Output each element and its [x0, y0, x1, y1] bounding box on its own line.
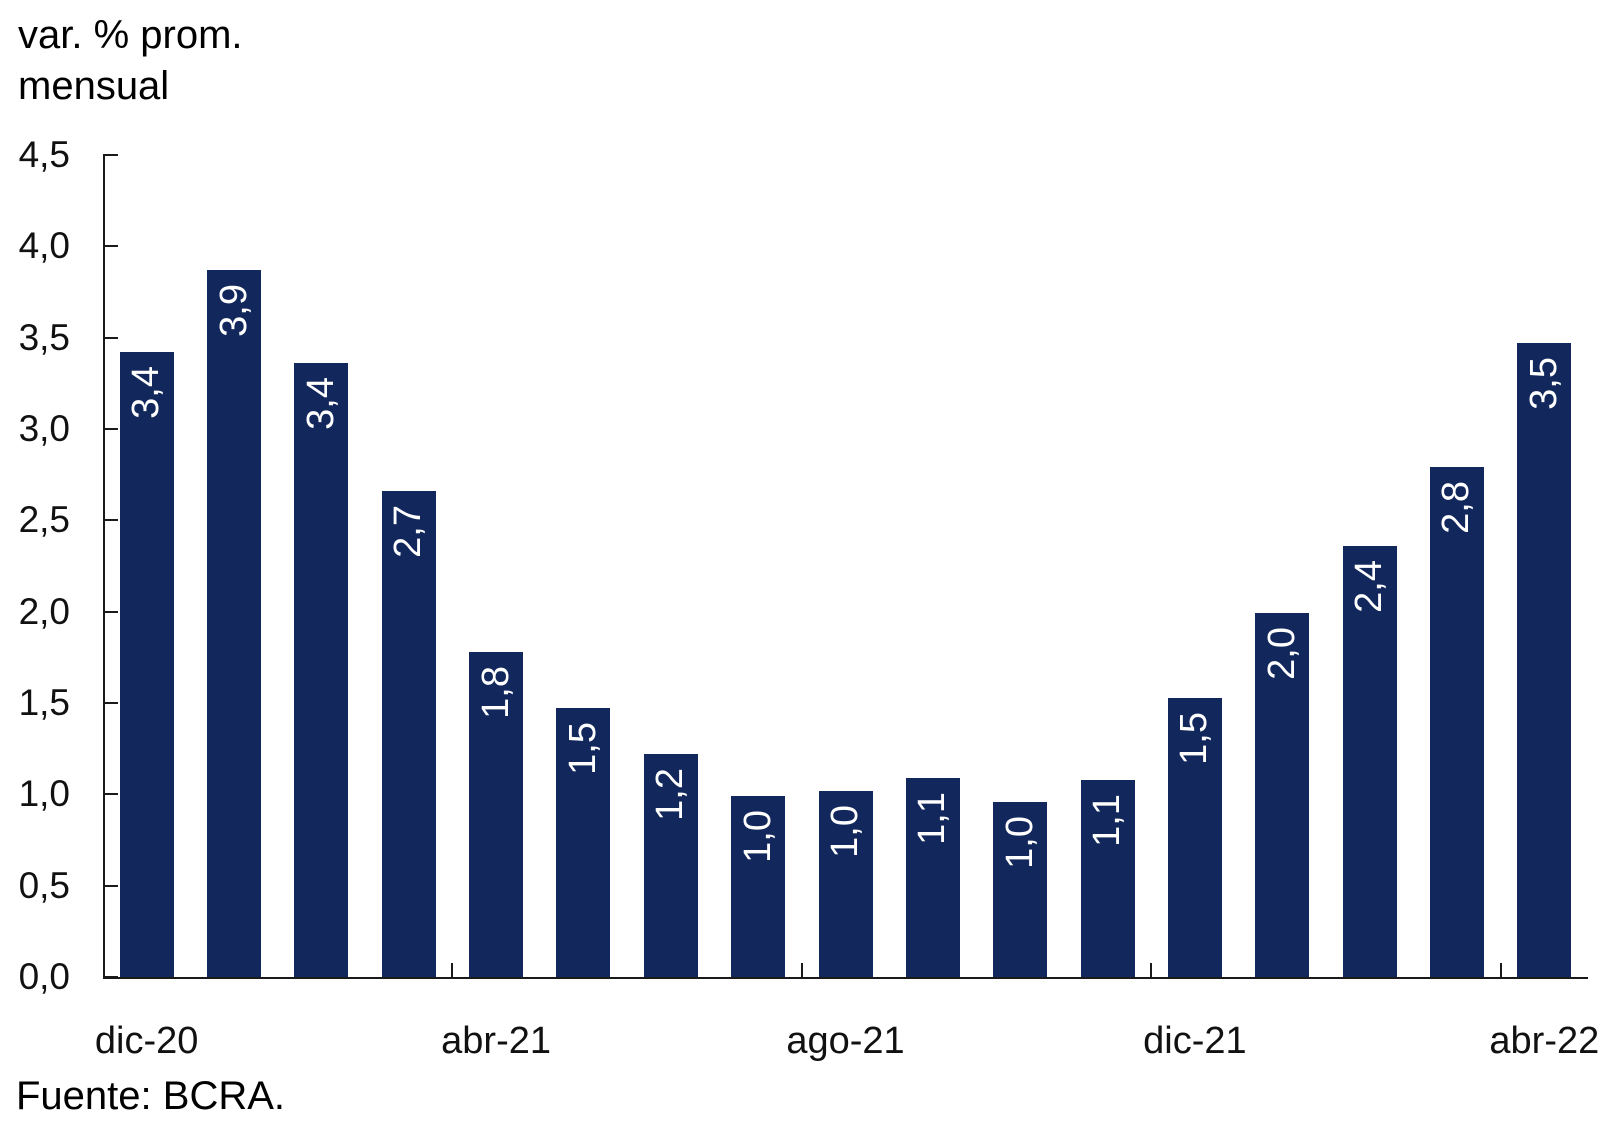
y-axis-tick	[105, 702, 118, 704]
y-axis-tick-label: 1,5	[18, 682, 70, 723]
bar-value-label: 1,0	[824, 804, 866, 858]
y-axis-tick-label: 2,0	[18, 590, 70, 632]
y-axis-tick	[105, 884, 118, 887]
bar: 2,8	[1429, 467, 1484, 977]
y-axis-tick-label: 0,5	[18, 864, 70, 906]
bar-value-label: 3,9	[212, 284, 255, 337]
y-axis-tick-label: 2,5	[18, 499, 70, 541]
y-axis-tick-label: 4,0	[18, 225, 70, 267]
bar-value-label: 3,5	[1522, 357, 1565, 410]
source-note: Fuente: BCRA.	[16, 1074, 286, 1118]
bar: 1,5	[1167, 697, 1222, 977]
x-axis-tick-label: abr-21	[441, 1020, 551, 1062]
y-axis-tick	[105, 428, 118, 430]
bar: 1,5	[556, 708, 611, 977]
bar-value-label: 1,1	[911, 791, 954, 845]
y-axis-tick	[105, 154, 118, 156]
y-axis-tick-label: 0,0	[18, 956, 70, 997]
bar: 1,0	[993, 801, 1048, 977]
bar-value-label: 2,0	[1260, 627, 1303, 681]
x-axis-line	[103, 977, 1588, 979]
bar: 1,0	[731, 796, 786, 977]
bar: 2,7	[381, 491, 436, 977]
x-axis-tick	[800, 963, 803, 977]
x-axis-tick	[1150, 963, 1153, 977]
bar: 2,4	[1342, 545, 1397, 977]
y-axis-tick-label: 3,5	[18, 316, 70, 358]
x-axis-tick-label: abr-22	[1489, 1020, 1600, 1062]
x-axis-tick-label: ago-21	[786, 1020, 905, 1062]
bar: 1,0	[818, 790, 873, 977]
x-axis-tick	[1499, 963, 1502, 977]
bar: 1,1	[905, 777, 960, 977]
y-axis-title-line1: var. % prom.	[18, 13, 243, 57]
y-axis-title: var. % prom. mensual	[18, 10, 243, 112]
y-axis-tick	[105, 610, 118, 613]
bar-value-label: 1,0	[736, 810, 779, 863]
bar: 3,9	[207, 270, 262, 977]
bar-value-label: 2,4	[1348, 559, 1391, 613]
y-axis-tick-label: 3,0	[18, 408, 70, 449]
bar-value-label: 3,4	[299, 377, 342, 431]
bar: 3,4	[294, 363, 349, 977]
y-axis-tick	[105, 519, 118, 522]
x-axis-tick-label: dic-21	[1143, 1020, 1247, 1062]
bar-value-label: 1,2	[649, 768, 692, 821]
x-axis-tick-label: dic-20	[94, 1020, 199, 1062]
y-axis-line	[103, 154, 105, 979]
bar: 2,0	[1255, 613, 1310, 977]
bar-value-label: 2,8	[1435, 481, 1478, 535]
bar-value-label: 2,7	[387, 505, 430, 558]
bar-value-label: 1,8	[474, 665, 517, 719]
bar-value-label: 1,5	[1173, 711, 1216, 765]
y-axis-tick	[105, 793, 118, 796]
bar: 1,1	[1080, 779, 1135, 977]
bar: 1,2	[643, 754, 698, 977]
bar-value-label: 1,1	[1086, 793, 1129, 847]
bar: 3,4	[119, 352, 174, 977]
y-axis-tick-label: 1,0	[18, 773, 70, 815]
bar: 3,5	[1517, 343, 1572, 977]
y-axis-tick-label: 4,5	[18, 134, 70, 175]
y-axis-tick	[105, 976, 118, 978]
y-axis-tick	[105, 245, 118, 248]
x-axis-tick	[451, 963, 454, 977]
bar-value-label: 1,5	[561, 722, 604, 776]
bar-value-label: 3,4	[125, 366, 168, 420]
bar: 1,8	[469, 651, 524, 977]
bar-value-label: 1,0	[998, 815, 1041, 869]
y-axis-tick	[105, 336, 118, 339]
y-axis-title-line2: mensual	[18, 64, 170, 108]
